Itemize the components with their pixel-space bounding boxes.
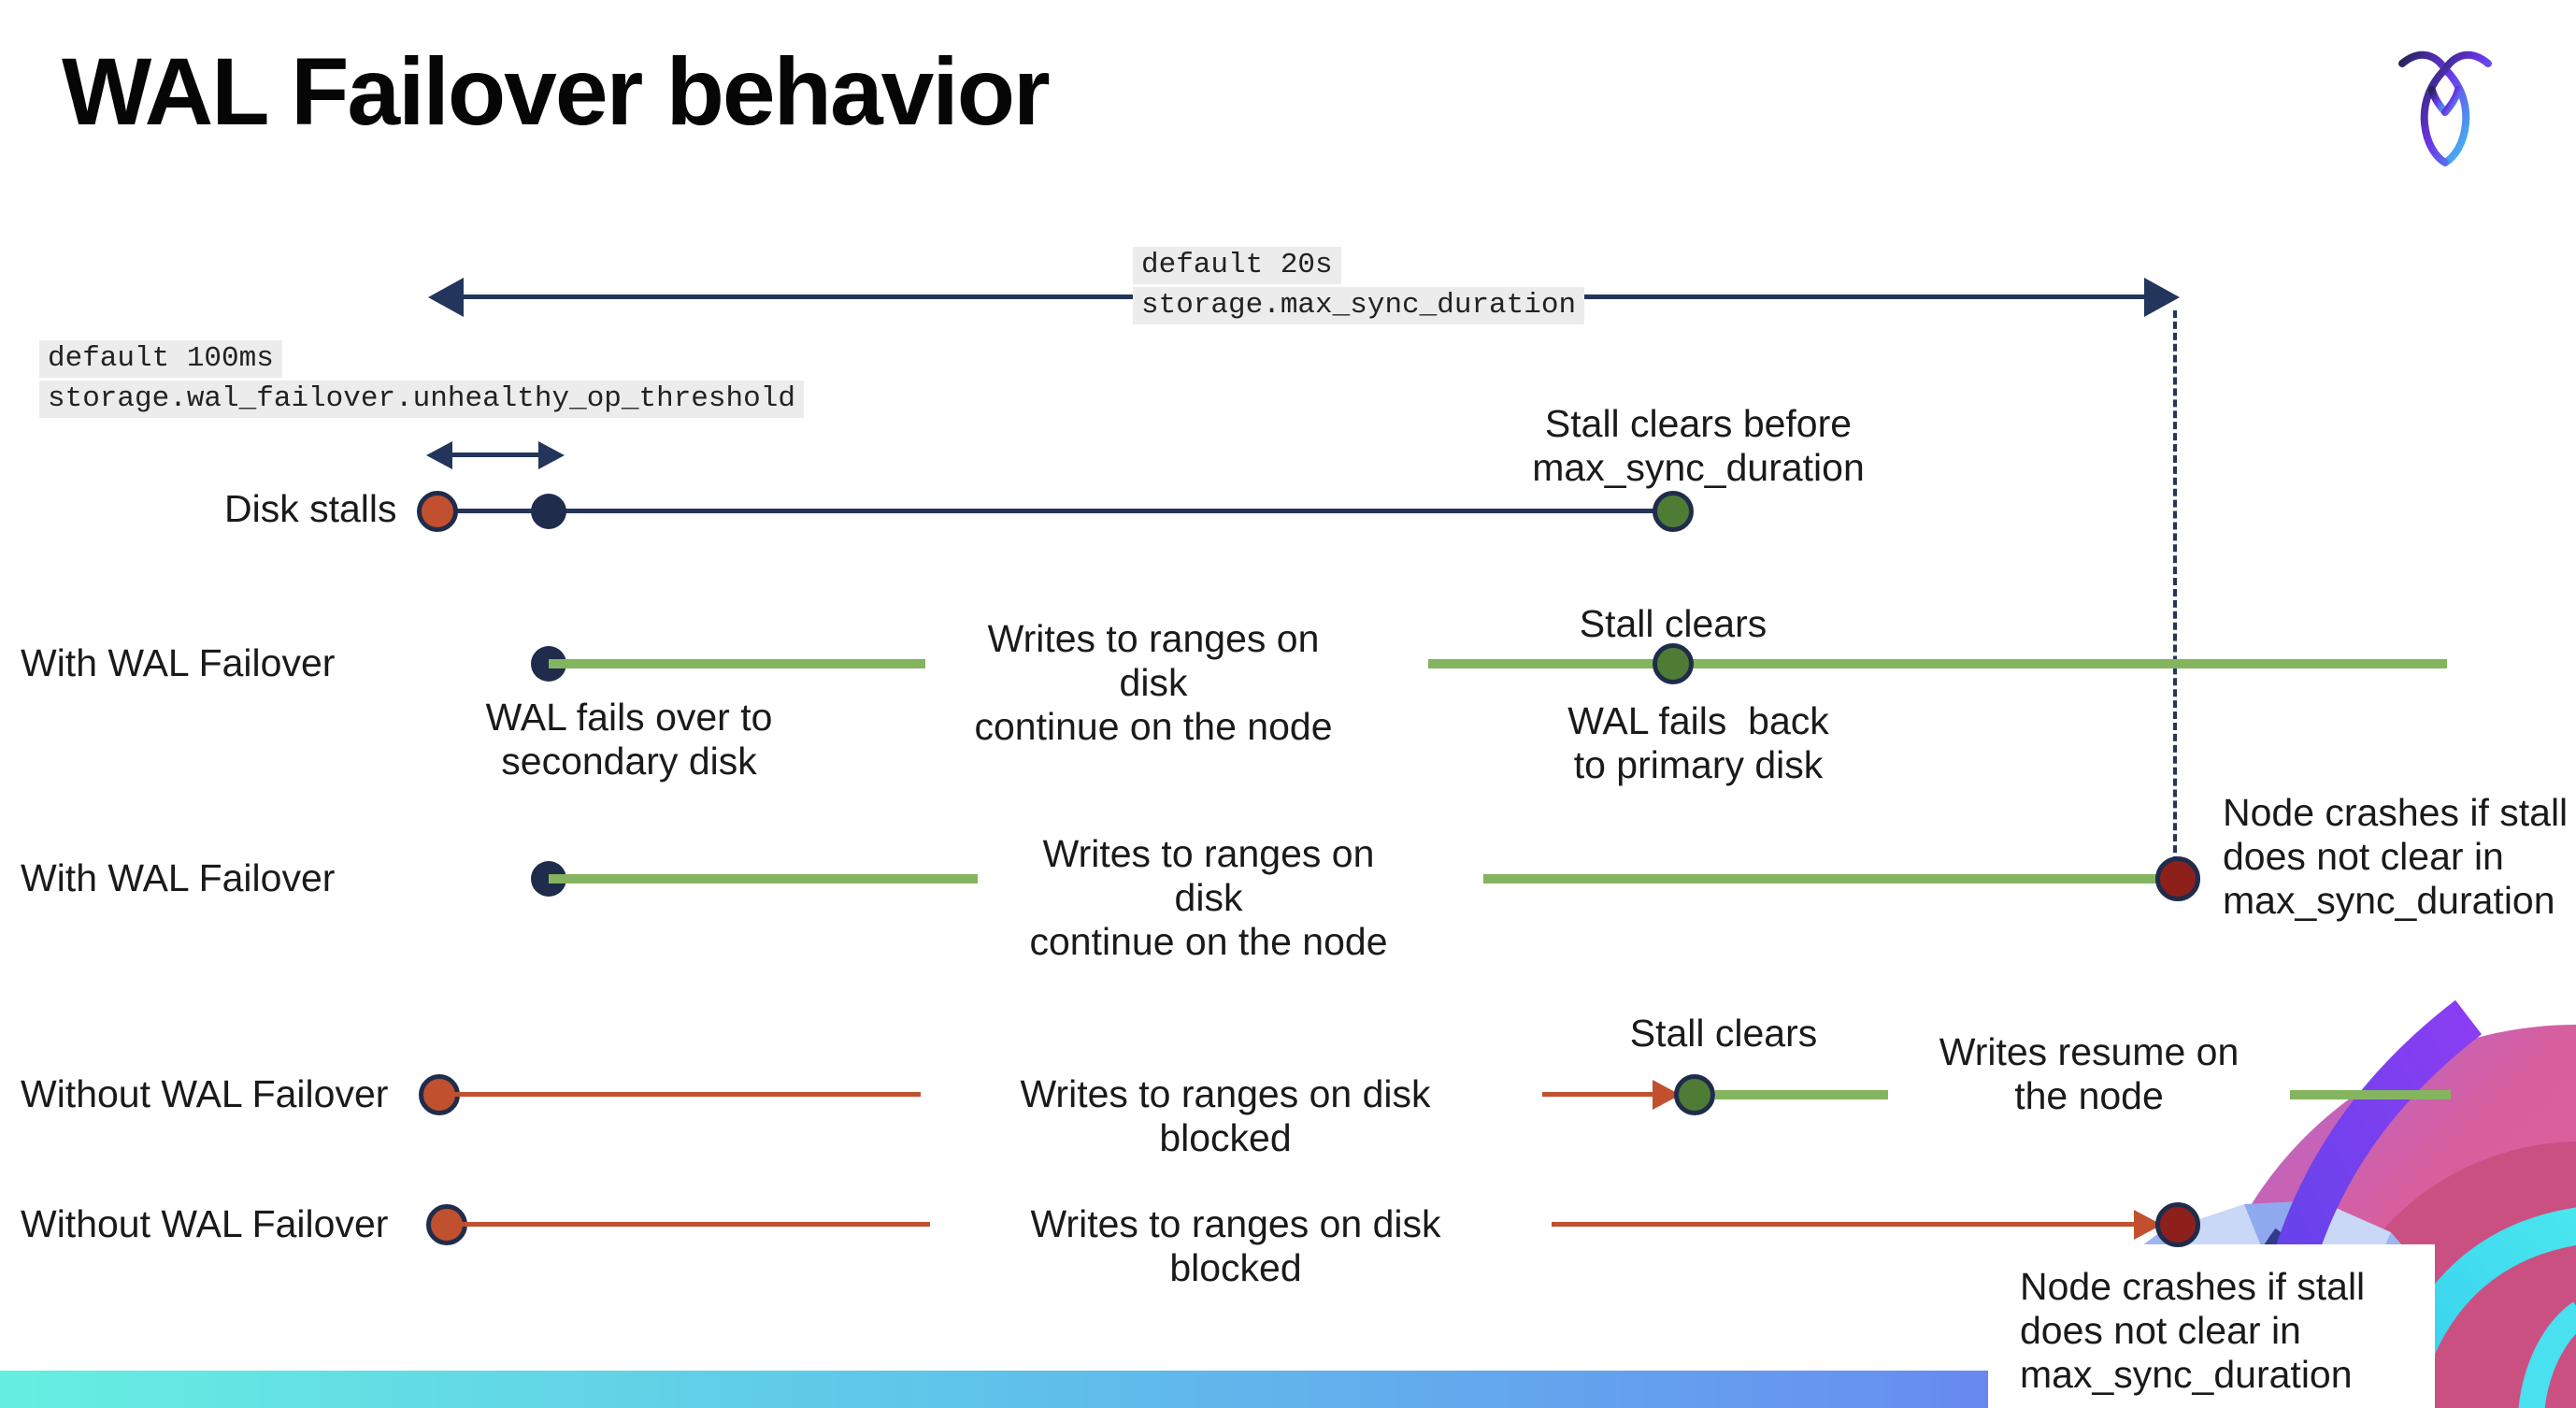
- stall-clears-label: Stall clears: [1579, 602, 1767, 645]
- threshold-arrow-line: [441, 453, 550, 457]
- writes-blocked-line: [447, 1222, 930, 1227]
- node-crash-callout-box: [1988, 1244, 2435, 1408]
- row-label-with-wal-failover: With WAL Failover: [21, 856, 336, 899]
- row-label-disk-stalls: Disk stalls: [224, 487, 397, 530]
- writes-blocked-note: Writes to ranges on disk blocked: [1020, 1072, 1453, 1159]
- setting-value: default 100ms: [39, 340, 282, 378]
- writes-blocked-line: [439, 1092, 921, 1097]
- arrowhead-left-icon: [428, 278, 464, 317]
- row-label-with-wal-failover: With WAL Failover: [21, 641, 336, 684]
- stall-clear-dot: [1653, 643, 1694, 684]
- threshold-setting-label: storage.wal_failover.unhealthy_op_thresh…: [39, 381, 804, 418]
- threshold-default-label: default 100ms: [39, 340, 282, 378]
- failover-note: WAL fails over to secondary disk: [485, 696, 773, 783]
- writes-continue-line: [549, 874, 978, 884]
- threshold-dot: [531, 494, 566, 529]
- node-crash-dot: [2155, 1202, 2200, 1247]
- page-title: WAL Failover behavior: [62, 38, 1051, 145]
- max-sync-setting-label: storage.max_sync_duration: [1133, 287, 1585, 324]
- timeline-disk-stalls: [437, 509, 1673, 513]
- writes-continue-line: [1428, 659, 2447, 668]
- node-crash-note: Node crashes if stall does not clear in …: [2020, 1265, 2366, 1396]
- node-crash-dot: [2155, 856, 2200, 901]
- setting-value: default 20s: [1133, 247, 1341, 284]
- writes-continue-line: [1483, 874, 2178, 884]
- writes-resume-line: [1715, 1090, 1888, 1099]
- writes-blocked-line: [1552, 1222, 2136, 1227]
- max-sync-dashed-line: [2173, 310, 2177, 864]
- writes-resume-note: Writes resume on the node: [1939, 1030, 2240, 1117]
- max-sync-default-label: default 20s: [1133, 247, 1341, 284]
- writes-continue-note: Writes to ranges on disk continue on the…: [1029, 832, 1388, 963]
- setting-name: storage.wal_failover.unhealthy_op_thresh…: [39, 381, 804, 418]
- setting-name: storage.max_sync_duration: [1133, 287, 1585, 324]
- failback-note: WAL fails back to primary disk: [1567, 699, 1829, 786]
- writes-continue-note: Writes to ranges on disk continue on the…: [974, 617, 1333, 748]
- arrowhead-right-icon: [538, 441, 565, 469]
- stall-clear-dot: [1653, 491, 1694, 532]
- row-label-without-wal-failover: Without WAL Failover: [21, 1072, 389, 1115]
- stall-clear-dot: [1674, 1074, 1715, 1115]
- writes-resume-line: [2290, 1090, 2451, 1099]
- stall-start-dot: [417, 491, 458, 532]
- node-crash-note: Node crashes if stall does not clear in …: [2223, 791, 2569, 922]
- arrowhead-left-icon: [426, 441, 452, 469]
- cockroachdb-logo: [2398, 51, 2492, 166]
- writes-blocked-line: [1542, 1092, 1664, 1097]
- stall-clears-before-note: Stall clears before max_sync_duration: [1532, 402, 1865, 489]
- row-label-without-wal-failover: Without WAL Failover: [21, 1202, 389, 1245]
- stall-clears-label: Stall clears: [1629, 1012, 1818, 1055]
- writes-continue-line: [549, 659, 925, 668]
- writes-blocked-note: Writes to ranges on disk blocked: [1030, 1202, 1463, 1289]
